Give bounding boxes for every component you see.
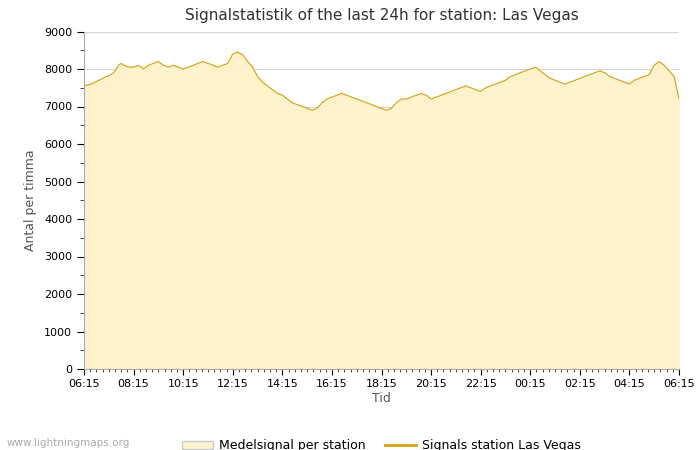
Title: Signalstatistik of the last 24h for station: Las Vegas: Signalstatistik of the last 24h for stat… (185, 9, 578, 23)
X-axis label: Tid: Tid (372, 392, 391, 405)
Legend: Medelsignal per station, Signals station Las Vegas: Medelsignal per station, Signals station… (177, 434, 586, 450)
Text: www.lightningmaps.org: www.lightningmaps.org (7, 438, 130, 448)
Y-axis label: Antal per timma: Antal per timma (24, 149, 37, 251)
